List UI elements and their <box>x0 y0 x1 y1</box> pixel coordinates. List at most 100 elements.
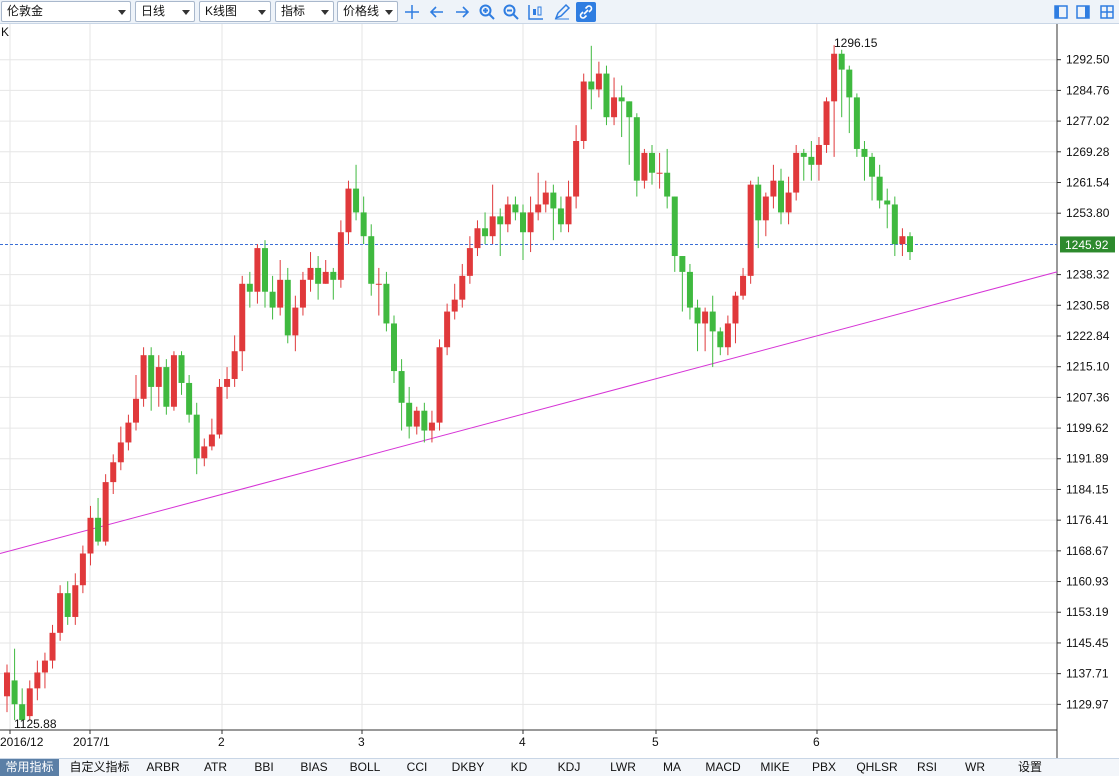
indicator-tab-boll[interactable]: BOLL <box>349 760 381 774</box>
candle-body[interactable] <box>315 267 322 284</box>
candle-body[interactable] <box>375 283 382 285</box>
chart-type-dropdown[interactable]: K线图 <box>199 1 271 22</box>
candle-body[interactable] <box>876 176 883 201</box>
candle-body[interactable] <box>664 172 671 197</box>
candle-body[interactable] <box>307 267 314 280</box>
candle-body[interactable] <box>360 212 367 237</box>
candle-body[interactable] <box>216 386 223 435</box>
indicator-tab-bbi[interactable]: BBI <box>254 760 274 774</box>
candle-body[interactable] <box>26 688 33 717</box>
candle-body[interactable] <box>550 192 557 209</box>
candle-body[interactable] <box>34 672 41 689</box>
candle-body[interactable] <box>823 101 830 145</box>
candle-body[interactable] <box>102 482 109 542</box>
candle-body[interactable] <box>368 236 375 284</box>
candlestick-chart[interactable]: 1292.50 1284.76 1277.02 1269.28 1261.54 1253.… <box>0 24 1119 758</box>
candle-body[interactable] <box>641 152 648 181</box>
indicator-tab-bias[interactable]: BIAS <box>300 760 328 774</box>
candle-body[interactable] <box>861 148 868 157</box>
indicator-tab-arbr[interactable]: ARBR <box>146 760 180 774</box>
candle-body[interactable] <box>815 144 822 165</box>
candle-body[interactable] <box>702 311 709 324</box>
candle-body[interactable] <box>277 279 284 308</box>
candle-body[interactable] <box>884 200 891 205</box>
candle-body[interactable] <box>633 117 640 181</box>
candle-body[interactable] <box>428 422 435 431</box>
indicator-tab-rsi[interactable]: RSI <box>916 760 937 774</box>
zoom-out-icon[interactable] <box>501 2 521 22</box>
indicator-tab-设置[interactable]: 设置 <box>1017 760 1042 774</box>
crosshair-icon[interactable] <box>402 2 422 22</box>
candle-body[interactable] <box>383 283 390 324</box>
candle-body[interactable] <box>770 180 777 197</box>
candle-body[interactable] <box>19 704 26 721</box>
indicator-tab-常用指标[interactable]: 常用指标 <box>0 759 59 776</box>
candle-body[interactable] <box>459 275 466 300</box>
candle-body[interactable] <box>72 585 79 617</box>
candle-body[interactable] <box>709 311 716 332</box>
candle-body[interactable] <box>330 271 337 280</box>
indicator-dropdown[interactable]: 指标 <box>275 1 334 22</box>
candle-body[interactable] <box>292 307 299 336</box>
candle-body[interactable] <box>322 271 329 284</box>
candle-body[interactable] <box>170 355 177 407</box>
candle-body[interactable] <box>626 101 633 118</box>
candle-body[interactable] <box>535 204 542 213</box>
candle-body[interactable] <box>246 283 253 292</box>
candle-body[interactable] <box>717 331 724 348</box>
candle-body[interactable] <box>224 378 231 387</box>
arrow-right-icon[interactable] <box>452 2 472 22</box>
indicator-tab-dkby[interactable]: DKBY <box>451 760 485 774</box>
indicator-tab-自定义指标[interactable]: 自定义指标 <box>69 760 130 774</box>
indicator-tab-lwr[interactable]: LWR <box>610 760 636 774</box>
candle-body[interactable] <box>262 248 268 292</box>
candle-body[interactable] <box>299 279 306 308</box>
candle-body[interactable] <box>573 141 580 197</box>
candle-body[interactable] <box>588 81 595 90</box>
candle-body[interactable] <box>413 410 420 427</box>
price-line-dropdown[interactable]: 价格线 <box>337 1 398 22</box>
candle-body[interactable] <box>284 279 291 336</box>
candle-body[interactable] <box>4 672 10 697</box>
candle-body[interactable] <box>740 275 747 296</box>
candle-body[interactable] <box>178 355 185 383</box>
arrow-left-icon[interactable] <box>427 2 447 22</box>
candle-body[interactable] <box>57 593 64 633</box>
candle-body[interactable] <box>254 248 261 292</box>
candle-body[interactable] <box>337 232 344 280</box>
candle-body[interactable] <box>785 192 792 213</box>
candle-body[interactable] <box>444 311 451 348</box>
candle-body[interactable] <box>891 204 898 245</box>
candle-body[interactable] <box>838 53 845 70</box>
candle-body[interactable] <box>899 236 906 245</box>
candle-body[interactable] <box>603 73 610 118</box>
trendline[interactable] <box>0 271 1058 554</box>
indicator-tab-pbx[interactable]: PBX <box>811 760 836 774</box>
candle-body[interactable] <box>64 593 71 617</box>
period-dropdown[interactable]: 日线 <box>135 1 195 22</box>
candle-body[interactable] <box>406 402 413 427</box>
candle-body[interactable] <box>679 256 686 272</box>
candle-body[interactable] <box>148 355 155 387</box>
candle-body[interactable] <box>421 410 428 431</box>
candle-body[interactable] <box>686 271 693 308</box>
candle-body[interactable] <box>565 196 572 225</box>
candle-body[interactable] <box>580 81 587 142</box>
candle-body[interactable] <box>649 152 655 173</box>
candle-body[interactable] <box>520 212 526 233</box>
candle-body[interactable] <box>762 196 769 221</box>
indicator-tab-macd[interactable]: MACD <box>705 760 741 774</box>
candle-body[interactable] <box>353 188 360 213</box>
candle-body[interactable] <box>133 398 139 423</box>
candle-body[interactable] <box>831 53 838 102</box>
indicator-tab-cci[interactable]: CCI <box>406 760 428 774</box>
candle-body[interactable] <box>140 355 147 399</box>
candle-body[interactable] <box>269 291 276 308</box>
candle-body[interactable] <box>747 184 754 276</box>
symbol-dropdown[interactable]: 伦敦金 <box>1 1 131 22</box>
candle-body[interactable] <box>907 236 913 253</box>
candle-body[interactable] <box>231 351 238 379</box>
candle-body[interactable] <box>527 212 534 233</box>
candle-body[interactable] <box>95 517 102 542</box>
candle-body[interactable] <box>595 73 602 90</box>
